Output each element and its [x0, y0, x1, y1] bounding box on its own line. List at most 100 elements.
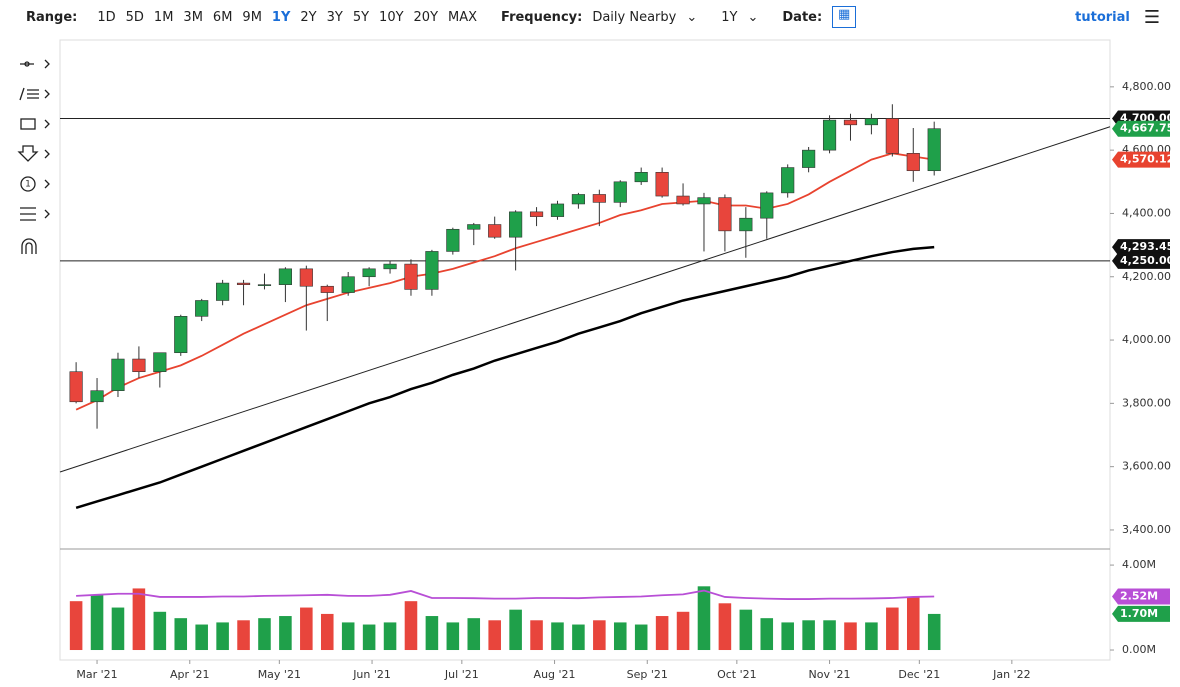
candle-body [822, 119, 837, 151]
candle-body [446, 228, 460, 252]
period[interactable]: 1Y [721, 9, 738, 25]
dropdown-arrow[interactable]: ⌄ [686, 9, 698, 25]
candle-body [781, 167, 795, 194]
candle-body [529, 211, 544, 217]
range-option[interactable]: 5Y [352, 9, 370, 25]
range-option[interactable]: 1Y [271, 9, 291, 25]
volume-bar [927, 613, 941, 651]
range-option[interactable]: 6M [212, 9, 233, 25]
volume-bar [195, 624, 208, 651]
candle-body [592, 194, 606, 203]
candle-body [718, 197, 732, 232]
candle-body [299, 268, 313, 287]
range-option[interactable]: 3Y [326, 9, 343, 25]
candle-body [571, 194, 585, 205]
volume-bar [655, 616, 669, 651]
range-option[interactable]: MAX [448, 9, 478, 25]
drawing-tools[interactable] [17, 59, 50, 254]
volume-bar [802, 620, 815, 651]
range-option[interactable]: 10Y [379, 9, 404, 25]
candle-body [697, 197, 711, 205]
candle-body [174, 316, 188, 354]
candle-body [404, 263, 418, 290]
x-tick-label: Jul '21 [444, 668, 479, 681]
range-option[interactable]: 1D [97, 9, 116, 25]
moving-average [75, 152, 935, 411]
candle-body [676, 195, 690, 205]
volume-bar [90, 594, 104, 651]
candle-body [383, 263, 397, 270]
x-tick-label: Nov '21 [809, 668, 851, 681]
volume-bar [572, 624, 585, 651]
price-tag [1112, 120, 1170, 137]
volume-average [76, 589, 935, 600]
x-tick-label: Oct '21 [717, 668, 757, 681]
volume-bar [362, 624, 376, 651]
dropdown-arrow[interactable]: ⌄ [747, 9, 759, 25]
volume-bar [132, 588, 146, 651]
price-tag-label: 1.70M [1120, 607, 1158, 620]
y-tick-label: 4,400.00 [1122, 206, 1171, 219]
tutorial-link[interactable]: tutorial [1075, 9, 1130, 25]
candle-body [467, 224, 481, 230]
candle-body [90, 390, 104, 403]
x-tick-label: Sep '21 [627, 668, 668, 681]
price-tag-label: 4,293.45 [1120, 240, 1174, 253]
menu-button[interactable]: ☰ [1143, 6, 1160, 28]
frequency[interactable]: Daily Nearby [592, 9, 677, 25]
volume-bar [718, 603, 732, 651]
plot-frame [59, 39, 1111, 661]
range-option[interactable]: 2Y [300, 9, 317, 25]
volume-bar [865, 622, 878, 651]
candle-body [153, 352, 167, 373]
x-tick-label: Jan '22 [992, 668, 1030, 681]
y-tick-label: 3,600.00 [1122, 460, 1171, 473]
volume-bar [593, 620, 606, 651]
tool-icon: 1 [25, 180, 31, 190]
volume-bar [216, 622, 229, 651]
candle-body [927, 128, 941, 172]
volume-bar [760, 618, 774, 651]
volume-bar [320, 613, 334, 651]
ranges: 1D 5D 1M 3M 6M 9M 1Y 2Y 3Y 5Y 10Y 20Y MAX [87, 10, 477, 25]
volume-bar [509, 609, 522, 651]
candle-body [236, 282, 251, 285]
candle-body [843, 119, 858, 126]
range-option[interactable]: 3M [183, 9, 203, 25]
candle-body [655, 172, 669, 197]
x-tick-label: Aug '21 [534, 668, 576, 681]
y-tick-label: 4,200.00 [1122, 270, 1171, 283]
candle-body [132, 358, 146, 373]
range-option[interactable]: 9M [242, 9, 262, 25]
candle-body [550, 203, 565, 217]
x-tick-label: May '21 [258, 668, 301, 681]
y-tick-label: 3,800.00 [1122, 396, 1171, 409]
volume-bar [258, 618, 271, 651]
price-tag [1112, 252, 1170, 269]
x-tick-label: Dec '21 [898, 668, 940, 681]
range-option[interactable]: 1M [153, 9, 174, 25]
volume-bar [676, 611, 690, 651]
date-label: Date: [782, 9, 823, 25]
volume-bar [111, 607, 125, 651]
volume-bar [174, 618, 188, 651]
range-option[interactable]: 5D [125, 9, 144, 25]
volume-bar [781, 622, 794, 651]
volume-bar [886, 607, 899, 651]
moving-average [75, 245, 935, 509]
x-tick-label: Apr '21 [170, 668, 210, 681]
candle-body [906, 153, 920, 172]
volume-bar [613, 622, 627, 651]
volume-bar [739, 609, 753, 651]
candle-body [425, 251, 439, 290]
candle-body [634, 172, 648, 183]
candle-body [760, 192, 774, 219]
toolbar: Range: 1D 5D 1M 3M 6M 9M 1Y 2Y 3Y 5Y 10Y 20Y MAX Fre… [0, 0, 1180, 34]
volume-bar [697, 586, 711, 651]
candle-body [613, 181, 627, 203]
range-option[interactable]: 20Y [413, 9, 439, 25]
x-tick-label: Mar '21 [76, 668, 117, 681]
candle-body [885, 118, 899, 154]
calendar-button[interactable]: ▦ [832, 6, 857, 28]
candle-body [216, 282, 230, 301]
